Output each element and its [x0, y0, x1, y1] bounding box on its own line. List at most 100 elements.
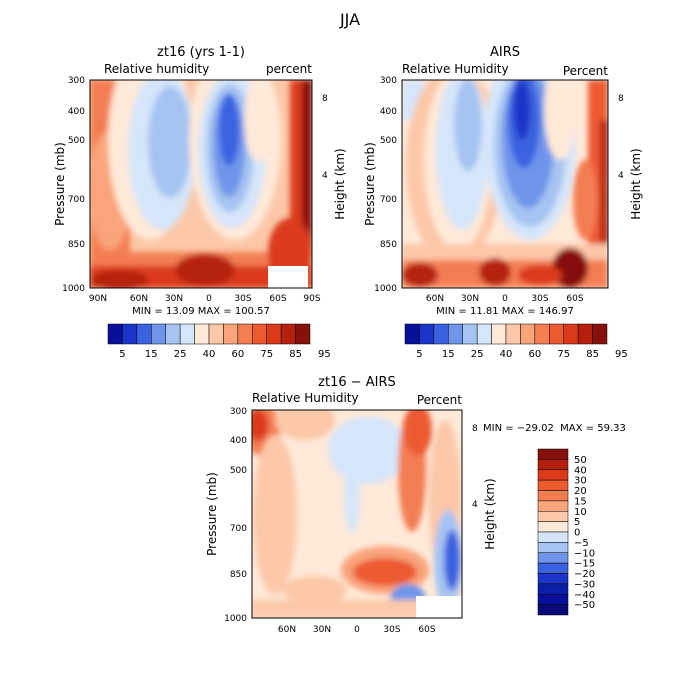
y-tick-label: 300	[230, 407, 247, 417]
panel-2-subtitle-left: Relative Humidity	[402, 62, 509, 76]
x-tick-label: 0	[502, 294, 508, 304]
y-tick-label: 300	[68, 76, 85, 86]
colorbar-label: 5	[416, 349, 422, 360]
y-tick-label: 850	[380, 240, 397, 250]
colorbar-label: 15	[574, 496, 587, 507]
colorbar-swatch	[537, 604, 569, 616]
colorbar-swatch	[165, 323, 181, 345]
x-tick-label: 90N	[89, 294, 107, 304]
panel-2-x-axis: 60N 30N 0 30S 60S	[426, 294, 584, 304]
colorbar-swatch	[505, 323, 521, 345]
y-tick-label: 1000	[224, 614, 247, 624]
colorbar-swatch	[537, 573, 569, 585]
y-tick-label: 1000	[374, 284, 397, 294]
colorbar-label: 95	[318, 349, 331, 360]
colorbar-swatch	[537, 552, 569, 564]
x-tick-label: 30S	[383, 625, 400, 635]
panel-1-stats: MIN = 13.09 MAX = 100.57	[132, 306, 270, 317]
colorbar-swatch	[537, 490, 569, 502]
colorbar-swatch	[537, 500, 569, 512]
colorbar-swatch	[448, 323, 463, 345]
colorbar-swatch	[419, 323, 435, 345]
panel-obs: AIRS Relative Humidity Percent	[363, 45, 643, 360]
y-right-tick-label: 8	[472, 424, 478, 434]
x-tick-label: 90S	[303, 294, 320, 304]
colorbar-label: −30	[574, 579, 595, 590]
colorbar-swatch	[549, 323, 564, 345]
x-tick-label: 60N	[130, 294, 148, 304]
x-tick-label: 60S	[418, 625, 435, 635]
colorbar-label: 50	[574, 455, 587, 466]
panel-2-y-axis: 300 400 500 700 850 1000 Pressure (mb) 8…	[363, 76, 643, 294]
colorbar-label: 15	[145, 349, 158, 360]
colorbar-swatch	[462, 323, 478, 345]
x-tick-label: 30S	[234, 294, 251, 304]
y-axis-label: Pressure (mb)	[363, 142, 377, 226]
colorbar-label: 60	[231, 349, 244, 360]
panel-3-field	[252, 410, 462, 618]
colorbar-label: 75	[260, 349, 273, 360]
colorbar-swatch	[208, 323, 224, 345]
y-tick-label: 850	[230, 570, 247, 580]
colorbar-swatch	[537, 448, 569, 460]
y-right-tick-label: 8	[322, 94, 328, 104]
colorbar-swatch	[537, 469, 569, 481]
x-tick-label: 0	[206, 294, 212, 304]
y-tick-label: 1000	[62, 284, 85, 294]
y-axis-label: Pressure (mb)	[205, 472, 219, 556]
colorbar-swatch	[252, 323, 267, 345]
x-tick-label: 30N	[313, 625, 331, 635]
panel-2-field	[402, 80, 608, 288]
y-tick-label: 400	[380, 107, 397, 117]
colorbar-swatch	[537, 542, 569, 553]
x-tick-label: 30N	[461, 294, 479, 304]
panel-2-title: AIRS	[490, 45, 520, 60]
colorbar-swatch	[223, 323, 239, 345]
colorbar-label: 75	[557, 349, 570, 360]
panel-3-subtitle-left: Relative Humidity	[252, 391, 359, 405]
panel-1-subtitle-left: Relative humidity	[104, 62, 209, 76]
colorbar-swatch	[537, 521, 569, 533]
colorbar-label: 30	[574, 476, 587, 487]
colorbar-label: 5	[574, 517, 580, 528]
y-tick-label: 300	[380, 76, 397, 86]
panel-1-field	[90, 80, 312, 288]
colorbar-label: 0	[574, 528, 580, 539]
x-tick-label: 30N	[165, 294, 183, 304]
colorbar-swatch	[295, 323, 311, 345]
colorbar-swatch	[537, 479, 569, 491]
y-tick-label: 500	[230, 466, 247, 476]
colorbar-swatch	[194, 323, 210, 345]
x-tick-label: 60N	[426, 294, 444, 304]
colorbar-swatch	[280, 323, 296, 345]
y-tick-label: 500	[380, 136, 397, 146]
colorbar-swatch	[520, 323, 536, 345]
y-right-axis-label: Height (km)	[629, 148, 643, 219]
y-axis-label: Pressure (mb)	[53, 142, 67, 226]
x-tick-label: 60N	[278, 625, 296, 635]
colorbar-swatch	[136, 323, 152, 345]
x-tick-label: 0	[354, 625, 360, 635]
x-tick-label: 30S	[531, 294, 548, 304]
colorbar-label: 15	[442, 349, 455, 360]
colorbar-label: −50	[574, 600, 595, 611]
colorbar-swatch	[537, 531, 569, 543]
colorbar-label: 25	[174, 349, 187, 360]
y-right-tick-label: 8	[618, 94, 624, 104]
panel-2-stats: MIN = 11.81 MAX = 146.97	[436, 306, 574, 317]
colorbar-swatch	[404, 323, 420, 345]
panel-3-stats: MIN = −29.02 MAX = 59.33	[483, 423, 626, 434]
panel-1-x-axis: 90N 60N 30N 0 30S 60S 90S	[89, 294, 321, 304]
y-tick-label: 700	[230, 524, 247, 534]
colorbar-swatch	[151, 323, 166, 345]
panel-1-subtitle-right: percent	[266, 62, 312, 76]
y-tick-label: 400	[230, 436, 247, 446]
y-tick-label: 700	[68, 195, 85, 205]
colorbar-swatch	[237, 323, 253, 345]
colorbar-label: 5	[119, 349, 125, 360]
y-tick-label: 850	[68, 240, 85, 250]
y-right-tick-label: 4	[322, 171, 328, 181]
colorbar-swatch	[537, 511, 569, 522]
